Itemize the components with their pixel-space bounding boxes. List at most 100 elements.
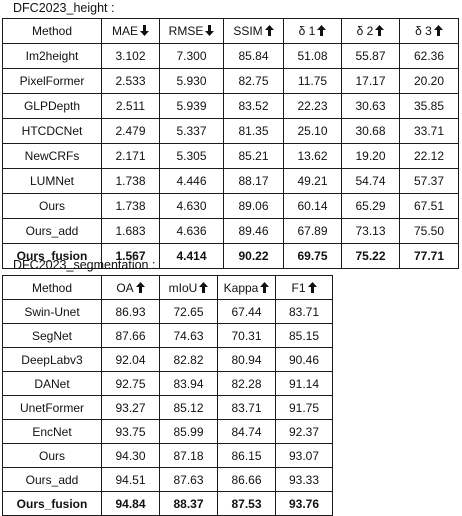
- metric-cell: 57.37: [399, 168, 459, 194]
- table-row: Ours 94.30 87.18 86.15 93.07: [2, 443, 333, 468]
- header-row: Method MAE RMSE SSIM δ 1 δ 2 δ 3: [2, 18, 459, 44]
- arrow-up-icon: [433, 25, 443, 36]
- metric-cell: 5.305: [159, 143, 224, 169]
- metric-cell: 62.36: [399, 43, 459, 69]
- column-header: Kappa: [217, 275, 276, 300]
- method-cell: LUMNet: [2, 168, 102, 194]
- metric-cell: 86.93: [101, 299, 160, 324]
- metric-cell: 65.29: [341, 193, 400, 219]
- metric-cell: 85.21: [223, 143, 284, 169]
- method-cell: DANet: [2, 371, 102, 396]
- method-cell: Ours_add: [2, 467, 102, 492]
- metric-cell: 2.511: [101, 93, 160, 119]
- arrow-up-icon: [317, 25, 327, 36]
- metric-cell: 51.08: [283, 43, 342, 69]
- metric-cell: 55.87: [341, 43, 400, 69]
- metric-cell: 1.683: [101, 218, 160, 244]
- method-cell: PixelFormer: [2, 68, 102, 94]
- metric-cell: 85.15: [275, 323, 333, 348]
- table-row: Ours_add 94.51 87.63 86.66 93.33: [2, 467, 333, 492]
- metric-cell: 1.738: [101, 193, 160, 219]
- metric-cell: 88.17: [223, 168, 284, 194]
- table-row: GLPDepth 2.511 5.939 83.52 22.23 30.63 35.85: [2, 93, 459, 119]
- metric-cell: 25.10: [283, 118, 342, 144]
- metric-cell: 4.414: [159, 243, 224, 269]
- table-row: Ours_fusion 1.567 4.414 90.22 69.75 75.22 77.7…: [2, 243, 459, 269]
- metric-cell: 84.74: [217, 419, 276, 444]
- column-header: SSIM: [223, 18, 284, 44]
- metric-cell: 35.85: [399, 93, 459, 119]
- metric-cell: 67.44: [217, 299, 276, 324]
- height-results-table: Method MAE RMSE SSIM δ 1 δ 2 δ 3 Im2height 3.102…: [2, 18, 459, 269]
- table-row: DANet 92.75 83.94 82.28 91.14: [2, 371, 333, 396]
- arrow-up-icon: [375, 25, 385, 36]
- segmentation-table-caption: DFC2023_segmentation :: [13, 258, 156, 272]
- table-row: LUMNet 1.738 4.446 88.17 49.21 54.74 57.37: [2, 168, 459, 194]
- metric-cell: 93.75: [101, 419, 160, 444]
- table-row: EncNet 93.75 85.99 84.74 92.37: [2, 419, 333, 444]
- metric-cell: 54.74: [341, 168, 400, 194]
- metric-cell: 86.15: [217, 443, 276, 468]
- table-row: NewCRFs 2.171 5.305 85.21 13.62 19.20 22.12: [2, 143, 459, 169]
- arrow-down-icon: [140, 25, 149, 36]
- column-header: mIoU: [159, 275, 218, 300]
- column-header-label: F1: [291, 280, 306, 295]
- metric-cell: 22.23: [283, 93, 342, 119]
- table-row: UnetFormer 93.27 85.12 83.71 91.75: [2, 395, 333, 420]
- metric-cell: 87.66: [101, 323, 160, 348]
- metric-cell: 83.71: [217, 395, 276, 420]
- method-cell: HTCDCNet: [2, 118, 102, 144]
- metric-cell: 67.51: [399, 193, 459, 219]
- metric-cell: 2.171: [101, 143, 160, 169]
- column-header: Method: [2, 18, 102, 44]
- column-header: OA: [101, 275, 160, 300]
- column-header-label: δ 2: [356, 24, 374, 38]
- column-header: δ 1: [283, 18, 342, 44]
- table-row: Ours_fusion 94.84 88.37 87.53 93.76: [2, 491, 333, 516]
- metric-cell: 2.479: [101, 118, 160, 144]
- metric-cell: 93.27: [101, 395, 160, 420]
- metric-cell: 87.53: [217, 491, 276, 516]
- metric-cell: 87.63: [159, 467, 218, 492]
- metric-cell: 88.37: [159, 491, 218, 516]
- method-cell: GLPDepth: [2, 93, 102, 119]
- column-header-label: RMSE: [168, 24, 204, 38]
- column-header-label: δ 1: [298, 24, 316, 38]
- metric-cell: 11.75: [283, 68, 342, 94]
- metric-cell: 69.75: [283, 243, 342, 269]
- table-row: HTCDCNet 2.479 5.337 81.35 25.10 30.68 33.71: [2, 118, 459, 144]
- arrow-down-icon: [205, 25, 215, 36]
- column-header-label: δ 3: [415, 24, 432, 38]
- column-header-label: MAE: [111, 24, 138, 38]
- metric-cell: 73.13: [341, 218, 400, 244]
- method-cell: Ours_add: [2, 218, 102, 244]
- table-row: DeepLabv3 92.04 82.82 80.94 90.46: [2, 347, 333, 372]
- metric-cell: 89.06: [223, 193, 284, 219]
- metric-cell: 74.63: [159, 323, 218, 348]
- metric-cell: 94.51: [101, 467, 160, 492]
- metric-cell: 77.71: [399, 243, 459, 269]
- column-header-label: OA: [116, 280, 134, 295]
- table-row: Im2height 3.102 7.300 85.84 51.08 55.87 62.36: [2, 43, 459, 69]
- metric-cell: 5.337: [159, 118, 224, 144]
- arrow-up-icon: [264, 25, 274, 36]
- column-header-label: mIoU: [168, 280, 198, 295]
- column-header: F1: [275, 275, 333, 300]
- metric-cell: 75.50: [399, 218, 459, 244]
- metric-cell: 93.76: [275, 491, 333, 516]
- column-header: Method: [2, 275, 102, 300]
- column-header: δ 2: [341, 18, 400, 44]
- metric-cell: 5.930: [159, 68, 224, 94]
- method-cell: UnetFormer: [2, 395, 102, 420]
- metric-cell: 82.75: [223, 68, 284, 94]
- method-cell: DeepLabv3: [2, 347, 102, 372]
- metric-cell: 4.630: [159, 193, 224, 219]
- method-cell: EncNet: [2, 419, 102, 444]
- metric-cell: 1.567: [101, 243, 160, 269]
- metric-cell: 90.22: [223, 243, 284, 269]
- metric-cell: 94.30: [101, 443, 160, 468]
- arrow-up-icon: [199, 281, 209, 293]
- segmentation-results-table: Method OA mIoU Kappa F1 Swin-Unet 86.93 72.65 67…: [2, 275, 333, 516]
- metric-cell: 92.75: [101, 371, 160, 396]
- metric-cell: 72.65: [159, 299, 218, 324]
